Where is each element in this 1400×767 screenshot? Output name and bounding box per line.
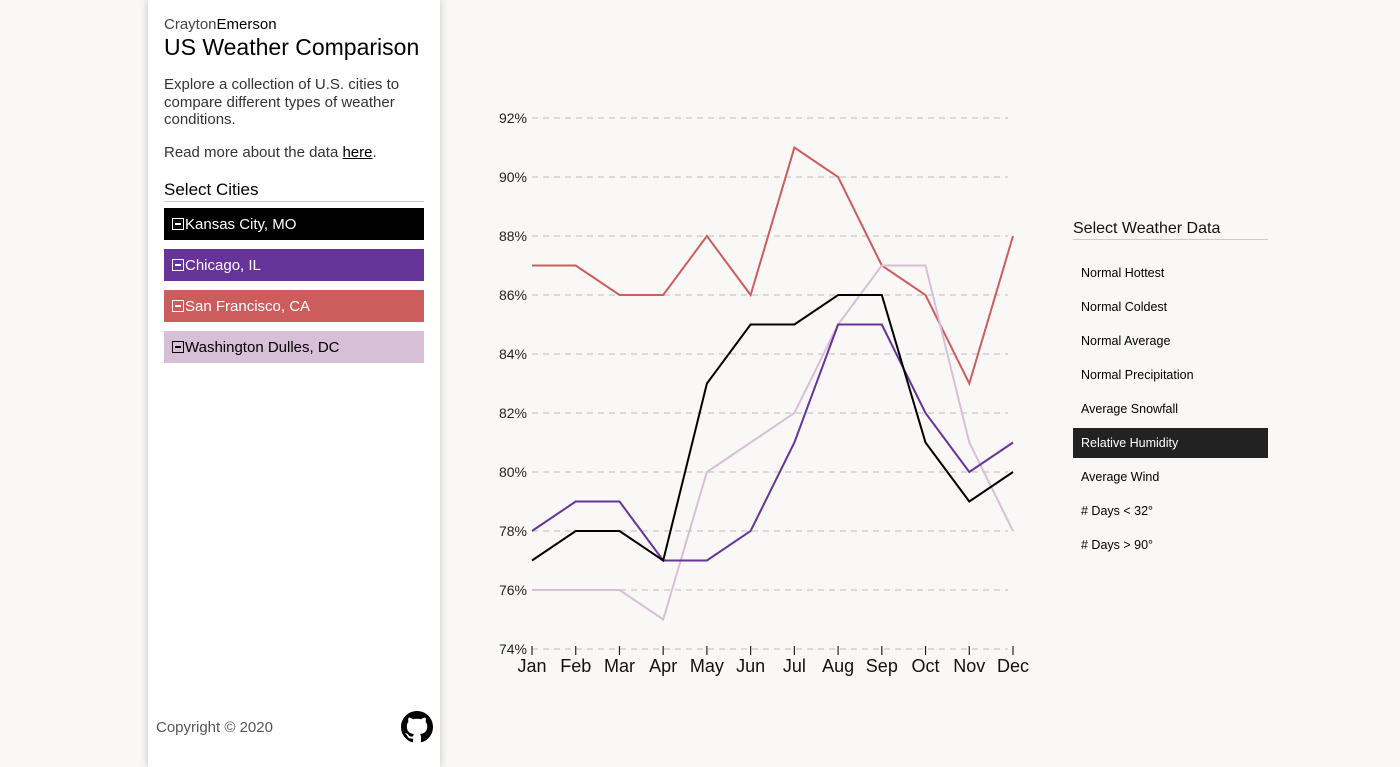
weather-option-relative-humidity[interactable]: Relative Humidity [1073, 428, 1268, 458]
city-label: Washington Dulles, DC [185, 338, 340, 356]
x-tick-label: Feb [560, 656, 591, 676]
series-line-washington-dulles-dc [532, 264, 1014, 622]
weather-option-days-below-32[interactable]: # Days < 32° [1081, 504, 1154, 518]
read-more-link[interactable]: here [342, 144, 373, 161]
x-tick-label: Apr [649, 656, 677, 676]
app-description: Explore a collection of U.S. cities to c… [164, 76, 400, 128]
y-tick-label: 88% [499, 228, 527, 244]
x-tick-label: Sep [866, 656, 898, 676]
series-line-kansas-city-mo [531, 294, 1014, 563]
city-list: Kansas City, MO Chicago, IL San Francisc… [164, 208, 424, 372]
weather-option-normal-coldest[interactable]: Normal Coldest [1081, 300, 1168, 314]
x-tick-label: Oct [912, 656, 940, 676]
y-tick-label: 92% [499, 110, 527, 126]
city-toggle-washington-dulles[interactable]: Washington Dulles, DC [164, 331, 424, 363]
brand-first: Crayton [164, 16, 217, 33]
select-cities-heading: Select Cities [164, 180, 424, 202]
x-tick-label: May [690, 656, 724, 676]
minus-box-icon [172, 218, 184, 230]
series-line-san-francisco-ca [532, 145, 1014, 387]
humidity-line-chart: 74% 76% 78% 80% 82% 84% 86% 88% 90% 92% Jan Feb Mar A… [499, 110, 1029, 676]
weather-option-days-above-90[interactable]: # Days > 90° [1081, 538, 1154, 552]
minus-box-icon [172, 341, 184, 353]
brand-last: Emerson [216, 16, 277, 33]
x-tick-label: Dec [997, 656, 1029, 676]
y-tick-label: 84% [499, 346, 527, 362]
weather-data-panel: Select Weather Data Normal Hottest Norma… [1073, 220, 1268, 564]
read-more-prefix: Read more about the data [164, 144, 343, 161]
weather-option-normal-hottest[interactable]: Normal Hottest [1081, 266, 1165, 280]
weather-option-normal-precipitation[interactable]: Normal Precipitation [1081, 368, 1194, 382]
y-tick-label: 80% [499, 464, 527, 480]
sidebar: CraytonEmerson US Weather Comparison Exp… [148, 0, 440, 767]
y-tick-label: 86% [499, 287, 527, 303]
y-tick-label: 90% [499, 169, 527, 185]
y-tick-label: 76% [499, 582, 527, 598]
y-tick-label: 74% [499, 641, 527, 657]
city-toggle-san-francisco[interactable]: San Francisco, CA [164, 290, 424, 322]
minus-box-icon [172, 300, 184, 312]
weather-option-normal-average[interactable]: Normal Average [1081, 334, 1171, 348]
brand[interactable]: CraytonEmerson [164, 16, 277, 33]
city-label: Kansas City, MO [185, 215, 297, 233]
city-toggle-chicago[interactable]: Chicago, IL [164, 249, 424, 281]
y-tick-label: 82% [499, 405, 527, 421]
y-tick-label: 78% [499, 523, 527, 539]
weather-option-average-wind[interactable]: Average Wind [1081, 470, 1160, 484]
x-tick-label: Mar [604, 656, 635, 676]
copyright: Copyright © 2020 [156, 719, 273, 736]
x-tick-label: Jul [783, 656, 806, 676]
page-title: US Weather Comparison [164, 34, 420, 60]
weather-data-list: Normal Hottest Normal Coldest Normal Ave… [1073, 258, 1268, 560]
read-more-suffix: . [372, 144, 377, 161]
x-tick-label: Jan [517, 656, 546, 676]
weather-option-average-snowfall[interactable]: Average Snowfall [1081, 402, 1179, 416]
x-tick-label: Jun [736, 656, 765, 676]
series-line-chicago-il [531, 323, 1014, 562]
city-label: San Francisco, CA [185, 297, 311, 315]
minus-box-icon [172, 259, 184, 271]
x-tick-label: Aug [822, 656, 854, 676]
read-more-text: Read more about the data here. [164, 144, 377, 161]
github-icon[interactable] [401, 711, 433, 743]
city-label: Chicago, IL [185, 256, 261, 274]
weather-data-heading: Select Weather Data [1073, 220, 1268, 240]
x-tick-label: Nov [953, 656, 985, 676]
city-toggle-kansas-city[interactable]: Kansas City, MO [164, 208, 424, 240]
